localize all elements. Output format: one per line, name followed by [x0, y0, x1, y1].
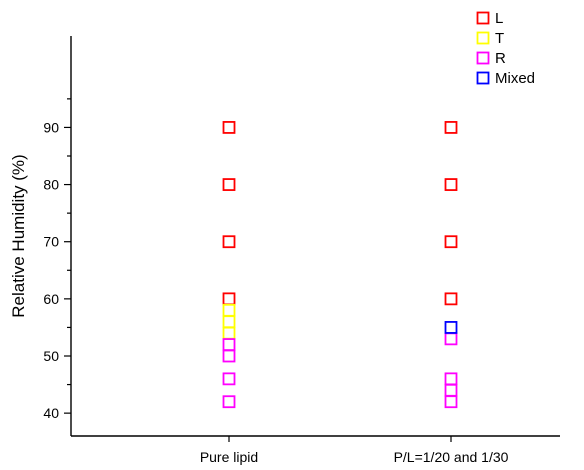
y-tick-label: 70	[43, 234, 59, 250]
data-point-t	[222, 303, 236, 317]
y-tick-label: 80	[43, 177, 59, 193]
data-point-l	[222, 121, 236, 134]
data-point-t	[222, 315, 236, 329]
y-tick-label: 40	[43, 405, 59, 421]
data-point-l	[444, 292, 458, 306]
data-point-r	[444, 372, 458, 386]
legend-label-l: L	[495, 10, 503, 27]
data-point-l	[444, 235, 458, 249]
data-point-r	[222, 395, 236, 409]
data-point-l	[444, 178, 458, 191]
data-point-l	[222, 292, 236, 306]
data-point-l	[222, 178, 236, 191]
data-point-mixed	[444, 321, 458, 334]
data-point-r	[444, 395, 458, 409]
legend-marker-mixed	[476, 71, 490, 85]
data-points	[222, 121, 458, 409]
y-tick-label: 60	[43, 291, 59, 307]
y-axis-title: Relative Humidity (%)	[9, 154, 28, 317]
legend-marker-l	[476, 11, 490, 25]
axes	[70, 36, 560, 437]
data-point-l	[444, 121, 458, 134]
data-point-t	[222, 326, 236, 340]
data-point-l	[222, 235, 236, 249]
data-point-r	[222, 338, 236, 351]
data-point-r	[444, 332, 458, 346]
x-tick-label: Pure lipid	[200, 449, 258, 465]
legend-marker-t	[476, 31, 490, 45]
data-point-r	[444, 383, 458, 397]
x-axis-ticks: Pure lipid P/L=1/20 and 1/30	[200, 436, 509, 465]
y-tick-label: 90	[43, 119, 59, 135]
data-point-r	[222, 349, 236, 363]
data-point-r	[222, 372, 236, 386]
legend-label-mixed: Mixed	[495, 70, 535, 87]
y-axis-ticks: 40 50 60 70 80 90	[43, 98, 71, 421]
x-tick-label: P/L=1/20 and 1/30	[394, 449, 509, 465]
legend-label-r: R	[495, 50, 506, 67]
legend: LTR Mixed	[476, 10, 535, 87]
legend-label-t: T	[495, 30, 504, 47]
y-tick-label: 50	[43, 348, 59, 364]
legend-marker-r	[476, 51, 490, 65]
